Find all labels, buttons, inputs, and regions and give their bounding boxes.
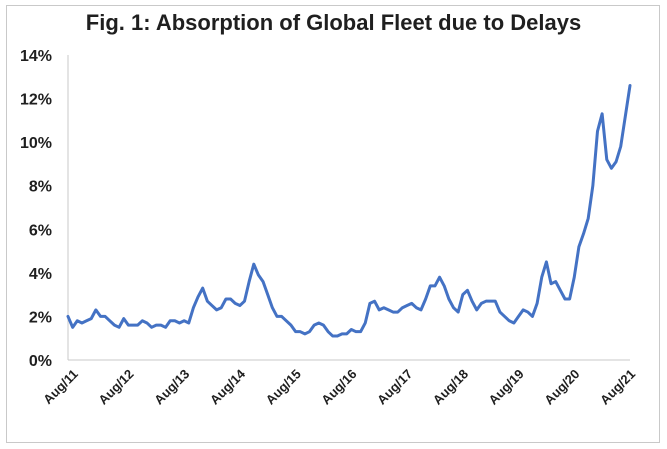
x-tick-label: Aug/13 xyxy=(151,366,192,407)
y-tick-label: 10% xyxy=(20,135,52,152)
x-tick-label: Aug/17 xyxy=(374,366,415,407)
y-tick-label: 4% xyxy=(29,266,52,283)
x-tick-label: Aug/21 xyxy=(597,366,638,407)
x-tick-label: Aug/12 xyxy=(95,366,136,407)
x-tick-label: Aug/20 xyxy=(541,366,582,407)
x-tick-label: Aug/15 xyxy=(263,366,304,407)
y-tick-label: 0% xyxy=(29,353,52,370)
chart-title: Fig. 1: Absorption of Global Fleet due t… xyxy=(85,10,582,35)
y-tick-label: 8% xyxy=(29,179,52,196)
x-tick-label: Aug/19 xyxy=(486,366,527,407)
x-tick-label: Aug/16 xyxy=(318,366,359,407)
x-tick-label: Aug/18 xyxy=(430,366,471,407)
x-tick-label: Aug/11 xyxy=(40,366,81,407)
y-tick-labels: 0% 2% 4% 6% 8% 10% 12% 14% xyxy=(20,48,52,370)
y-tick-label: 14% xyxy=(20,48,52,65)
x-tick-label: Aug/14 xyxy=(207,366,249,408)
series-line xyxy=(66,84,632,338)
y-tick-label: 2% xyxy=(29,309,52,326)
y-tick-label: 12% xyxy=(20,92,52,109)
chart-frame xyxy=(6,5,660,443)
y-tick-label: 6% xyxy=(29,222,52,239)
x-tick-labels: Aug/11 Aug/12 Aug/13 Aug/14 Aug/15 Aug/16 Aug/… xyxy=(40,366,638,408)
